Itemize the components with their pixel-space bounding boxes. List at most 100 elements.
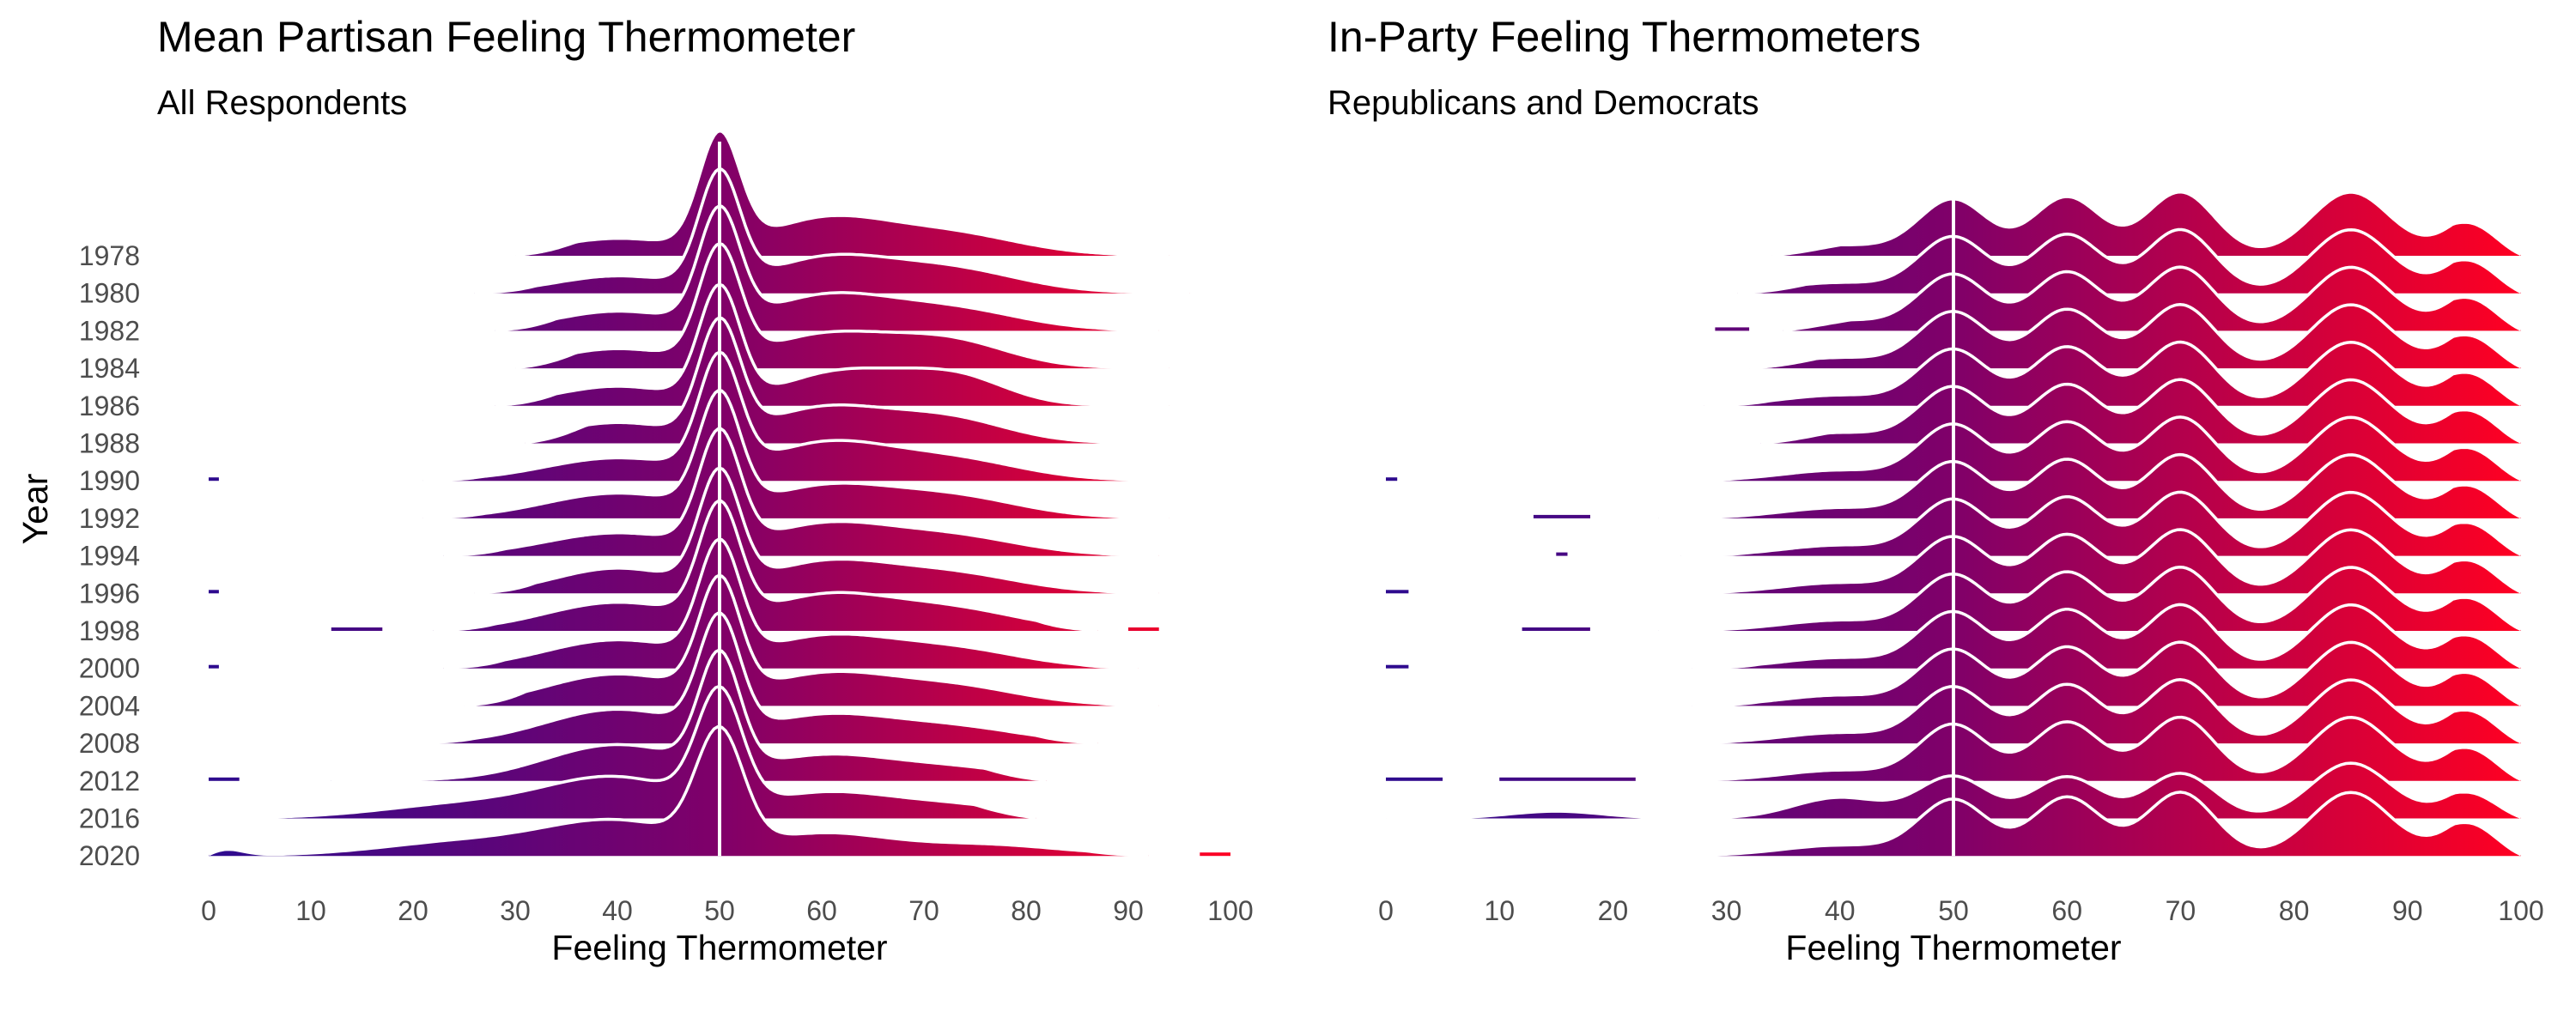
- left-x-tick-label: 100: [1207, 895, 1253, 926]
- left-x-axis-label: Feeling Thermometer: [551, 928, 887, 967]
- ridge-area: [474, 169, 1190, 294]
- ridge-outline: [331, 648, 1047, 782]
- ridge-outline: [474, 466, 1159, 595]
- right-chart-subtitle: Republicans and Democrats: [1327, 84, 1759, 122]
- y-tick-label: 1988: [79, 428, 140, 459]
- right-ridge-1994: [1556, 490, 2522, 557]
- ridge-outline: [1658, 452, 2522, 520]
- left-ridge-2004: [464, 573, 1159, 707]
- ridge-outline: [443, 537, 1139, 670]
- ridge-outline: [413, 611, 1098, 745]
- left-ridge-1992: [422, 389, 1170, 519]
- left-ridge-1978: [514, 129, 1170, 258]
- left-ridge-2008: [413, 611, 1098, 745]
- ridge-area: [1669, 416, 2521, 482]
- left-ridge-1996: [209, 466, 1159, 595]
- ridge-outline: [495, 204, 1159, 332]
- left-ridge-1986: [495, 282, 1170, 407]
- right-x-tick-label: 30: [1711, 895, 1742, 926]
- ridge-blip: [209, 477, 219, 482]
- ridge-outline: [1635, 715, 2522, 783]
- ridge-area: [433, 500, 1098, 631]
- right-ridge-2000: [1386, 603, 2522, 670]
- right-x-tick-label: 40: [1825, 895, 1856, 926]
- ridge-area: [464, 575, 1159, 706]
- ridge-outline: [525, 316, 1180, 445]
- left-x-tick-label: 10: [295, 895, 326, 926]
- left-ridge-1984: [514, 242, 1170, 370]
- ridge-blip: [1386, 590, 1409, 594]
- y-tick-label: 1994: [79, 541, 140, 572]
- ridge-blip: [1200, 852, 1230, 857]
- ridge-area: [443, 428, 1159, 556]
- right-x-tick-label: 100: [2498, 895, 2543, 926]
- ridge-area: [515, 243, 1170, 369]
- right-x-axis: 0 10 20 30 40 50 60 70 80 90 100: [1378, 895, 2544, 926]
- right-ridge-1996: [1386, 528, 2522, 595]
- ridge-outline: [422, 350, 1180, 482]
- ridge-blip: [1128, 627, 1159, 631]
- left-ridge-1998: [331, 499, 1159, 633]
- ridge-blip: [331, 627, 383, 631]
- right-ridges: [1385, 142, 2522, 857]
- ridge-area: [474, 468, 1159, 594]
- ridge-outline: [1658, 565, 2522, 633]
- ridge-outline: [1680, 490, 2522, 557]
- ridge-blip: [209, 777, 240, 781]
- ridge-area: [1635, 717, 2521, 781]
- left-chart-subtitle: All Respondents: [157, 84, 407, 122]
- ridge-outline: [474, 167, 1190, 294]
- left-x-tick-label: 0: [201, 895, 216, 926]
- ridge-blip: [209, 590, 219, 594]
- left-ridge-2020: [208, 724, 1230, 857]
- y-tick-label: 2004: [79, 690, 140, 721]
- right-chart-title: In-Party Feeling Thermometers: [1327, 13, 1921, 61]
- ridge-blip: [1386, 777, 1443, 781]
- left-x-tick-label: 20: [398, 895, 428, 926]
- right-x-tick-label: 90: [2392, 895, 2423, 926]
- ridge-area: [1669, 679, 2521, 744]
- left-ridge-1982: [495, 204, 1159, 332]
- y-tick-label: 1980: [79, 278, 140, 309]
- ridge-outline: [1669, 415, 2522, 482]
- ridge-outline: [1692, 603, 2522, 670]
- right-panel: In-Party Feeling Thermometers Republican…: [1327, 13, 2544, 967]
- ridge-area: [1692, 642, 2521, 706]
- right-ridge-1978: [1771, 190, 2522, 258]
- ridge-blip: [1386, 664, 1409, 669]
- ridge-outline: [208, 724, 1149, 857]
- ridge-outline: [1748, 303, 2522, 370]
- left-ridge-2016: [209, 684, 1037, 820]
- y-tick-label: 1986: [79, 391, 140, 421]
- left-y-axis: 1978 1980 1982 1984 1986 1988 1990 1992 1994 1996…: [79, 240, 140, 871]
- ridge-outline: [1737, 227, 2522, 294]
- y-tick-label: 1996: [79, 578, 140, 609]
- ridge-outline: [1704, 340, 2522, 408]
- ridge-area: [1692, 604, 2521, 669]
- left-ridge-1980: [474, 167, 1190, 294]
- ridge-area: [422, 352, 1180, 482]
- left-ridge-1990: [209, 350, 1180, 482]
- right-x-tick-label: 0: [1378, 895, 1394, 926]
- right-x-tick-label: 20: [1598, 895, 1629, 926]
- ridge-outline: [514, 129, 1170, 258]
- ridge-outline: [1771, 190, 2522, 258]
- ridge-blip: [1522, 627, 1590, 631]
- right-x-axis-label: Feeling Thermometer: [1785, 928, 2121, 967]
- y-tick-label: 1998: [79, 615, 140, 646]
- left-x-tick-label: 50: [704, 895, 735, 926]
- right-x-tick-label: 60: [2051, 895, 2082, 926]
- ridge-area: [443, 539, 1139, 669]
- y-tick-label: 2008: [79, 728, 140, 759]
- ridge-blip: [1386, 477, 1398, 482]
- y-tick-label: 1982: [79, 315, 140, 346]
- ridge-outline: [514, 242, 1170, 370]
- ridge-blip: [1556, 552, 1568, 556]
- y-tick-label: 1984: [79, 353, 140, 384]
- right-ridge-2004: [1692, 640, 2522, 707]
- y-tick-label: 1992: [79, 503, 140, 534]
- left-x-tick-label: 90: [1113, 895, 1144, 926]
- ridge-outline: [1760, 378, 2522, 445]
- ridge-area: [209, 726, 1149, 857]
